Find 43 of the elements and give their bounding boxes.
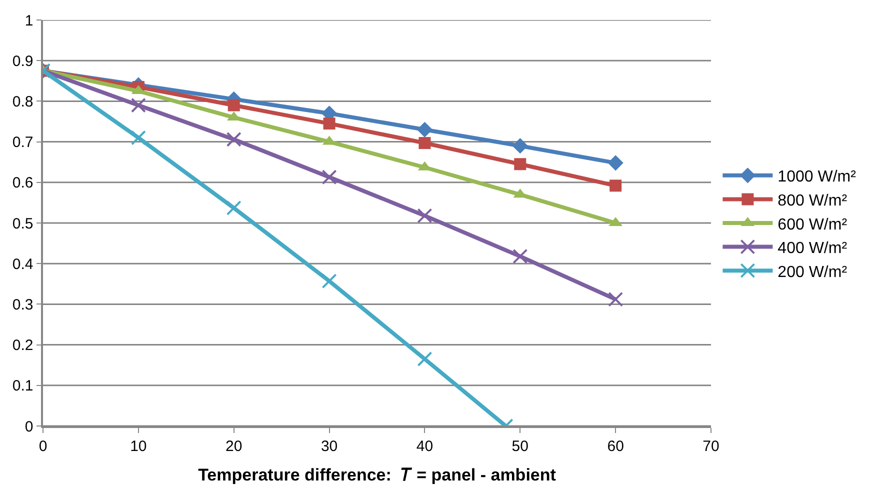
y-tick-label: 1 (24, 12, 34, 30)
y-tick-label: 0.1 (12, 378, 34, 395)
y-tick-label: 0.5 (12, 215, 34, 232)
y-tick-label: 0.4 (12, 256, 34, 273)
point (514, 158, 526, 170)
point (610, 180, 622, 192)
point (130, 130, 146, 146)
x-tick-label: 10 (130, 438, 147, 455)
point (418, 137, 431, 150)
point (228, 99, 240, 112)
point (417, 352, 432, 367)
point (512, 248, 528, 264)
legend-label: 200 W/m² (778, 264, 848, 281)
legend-label: 1000 W/m² (778, 168, 857, 186)
legend-label: 800 W/m² (778, 192, 848, 210)
y-tick-label: 0.6 (12, 174, 34, 192)
point (323, 118, 336, 130)
x-tick-label: 60 (607, 438, 624, 455)
x-tick-label: 0 (38, 438, 48, 455)
legend-label: 400 W/m² (778, 240, 848, 258)
x-axis-title: Temperature difference: 𝑇 = panel - ambient (198, 466, 556, 485)
x-tick-label: 20 (226, 438, 242, 455)
point (226, 132, 242, 147)
y-tick-label: 0.9 (12, 52, 34, 70)
y-tick-label: 0.3 (12, 296, 34, 314)
legend-label: 600 W/m² (778, 216, 848, 234)
point (130, 98, 146, 113)
point (608, 155, 624, 171)
x-tick-label: 40 (416, 438, 434, 455)
y-tick-label: 0.2 (12, 337, 34, 354)
y-tick-label: 0 (24, 418, 34, 436)
point (322, 170, 337, 185)
x-tick-label: 70 (702, 438, 720, 455)
point (417, 208, 432, 224)
y-tick-label: 0.7 (12, 134, 34, 152)
x-tick-label: 50 (512, 438, 528, 455)
point (512, 138, 528, 154)
point (416, 122, 433, 138)
x-tick-label: 30 (320, 438, 338, 455)
point (322, 274, 337, 289)
point (226, 200, 242, 216)
point (608, 292, 624, 307)
y-tick-label: 0.8 (12, 93, 34, 110)
